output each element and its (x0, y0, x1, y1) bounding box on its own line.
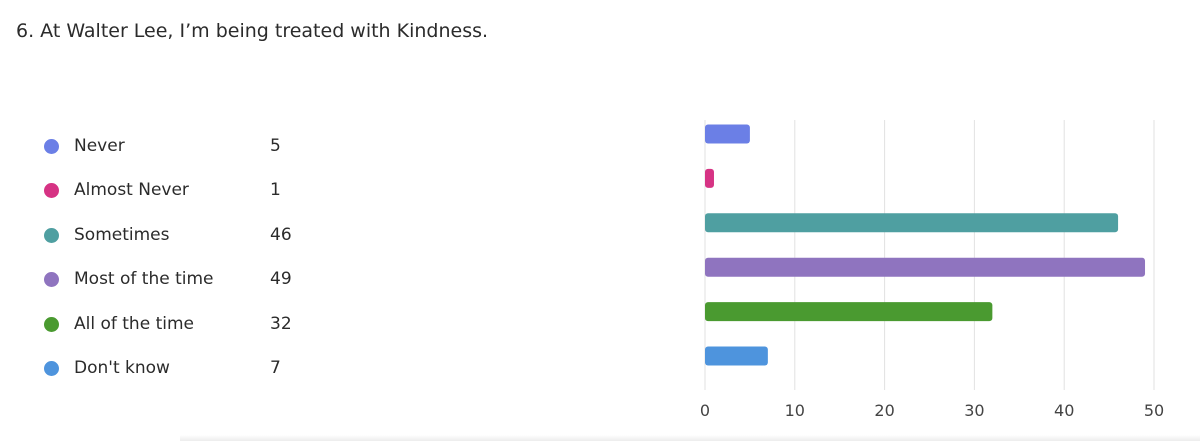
x-tick-label: 30 (964, 401, 984, 420)
legend-item: Almost Never 1 (44, 168, 344, 212)
legend-label: Most of the time (74, 269, 214, 290)
x-tick-label: 10 (785, 401, 805, 420)
bar (705, 346, 768, 366)
bar (705, 257, 1146, 277)
x-tick-label: 40 (1054, 401, 1074, 420)
legend-count: 32 (270, 313, 292, 334)
bar (705, 124, 750, 144)
bar-chart: 0 10 20 30 40 50 (700, 120, 1164, 420)
legend-item: All of the time 32 (44, 302, 344, 346)
legend-count: 46 (270, 224, 292, 245)
legend-count: 7 (270, 357, 281, 378)
bar (705, 168, 714, 188)
legend-dot-icon (44, 183, 59, 199)
legend-count: 5 (270, 136, 281, 156)
legend-count: 49 (270, 269, 292, 290)
legend-dot-icon (44, 316, 59, 332)
legend-label: Never (74, 136, 125, 156)
legend-item: Don't know 7 (44, 346, 344, 390)
legend-count: 1 (270, 180, 281, 201)
x-tick-label: 0 (700, 401, 710, 420)
legend-item: Most of the time 49 (44, 257, 344, 301)
bar (705, 302, 993, 322)
legend-label: Don't know (74, 357, 170, 378)
x-tick-label: 50 (1144, 401, 1164, 420)
legend-item: Never 5 (44, 124, 344, 168)
legend-label: All of the time (74, 313, 194, 334)
legend-dot-icon (44, 360, 59, 376)
legend-label: Sometimes (74, 224, 170, 245)
legend-label: Almost Never (74, 180, 189, 201)
bottom-divider (180, 435, 1200, 441)
legend-item: Sometimes 46 (44, 213, 344, 257)
legend-dot-icon (44, 139, 59, 154)
legend-dot-icon (44, 227, 59, 243)
x-tick-label: 20 (874, 401, 894, 420)
legend-dot-icon (44, 272, 59, 288)
legend: Never 5 Almost Never 1 Sometimes 46 Most… (44, 124, 344, 390)
bar (705, 213, 1119, 233)
question-title: 6. At Walter Lee, I’m being treated with… (16, 20, 489, 42)
